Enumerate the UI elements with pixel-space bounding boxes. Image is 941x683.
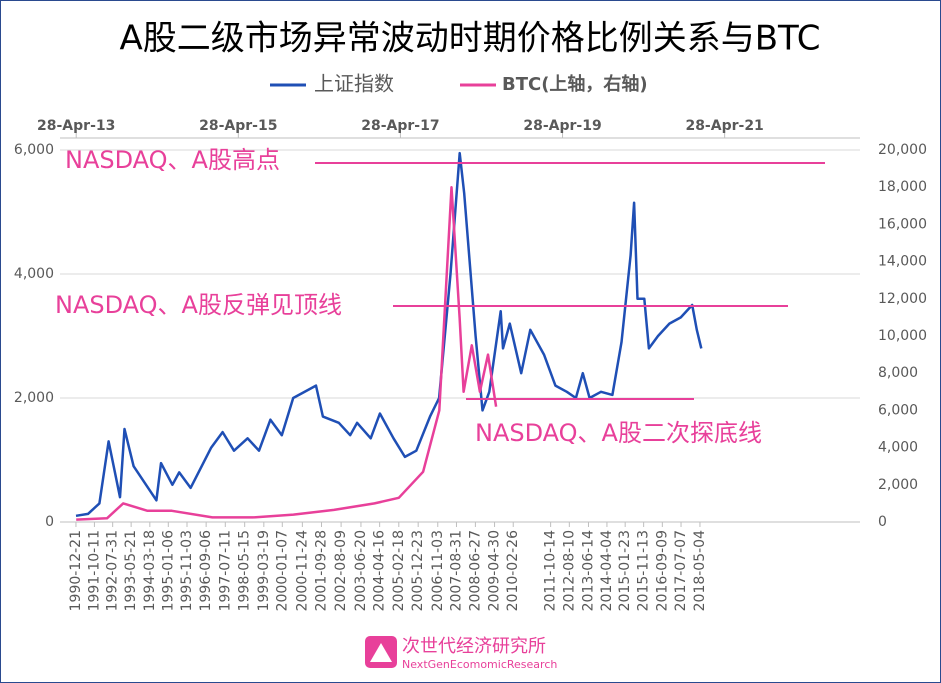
legend-label: BTC(上轴，右轴) — [502, 73, 648, 95]
y2-tick-label: 18,000 — [878, 179, 927, 195]
x-tick-label: 1999-03-19 — [256, 530, 272, 611]
y-tick-label: 0 — [45, 514, 54, 530]
annotation: NASDAQ、A股反弹见顶线 — [55, 291, 342, 319]
x-tick-label: 1993-05-21 — [123, 530, 139, 611]
x-tick-label: 2007-08-31 — [448, 530, 464, 611]
y2-tick-label: 6,000 — [878, 402, 918, 418]
x-tick-label: 2005-02-18 — [391, 530, 407, 611]
y2-tick-label: 14,000 — [878, 254, 927, 270]
x2-tick-label: 28-Apr-19 — [523, 118, 601, 134]
x-tick-label: 2004-04-16 — [372, 530, 388, 611]
y2-tick-label: 10,000 — [878, 328, 927, 344]
logo: 次世代经济研究所 NextGenEcomomicResearch — [365, 636, 557, 671]
series-line — [76, 185, 498, 521]
x-tick-label: 2000-11-24 — [294, 530, 310, 611]
x-tick-label: 2005-12-23 — [410, 530, 426, 611]
logo-triangle — [370, 643, 392, 662]
x-tick-label: 1998-05-15 — [237, 530, 253, 611]
annotation: NASDAQ、A股二次探底线 — [475, 419, 762, 447]
footer-name: 次世代经济研究所 — [402, 636, 546, 657]
footer-subtitle: NextGenEcomomicResearch — [402, 658, 557, 671]
x2-tick-label: 28-Apr-21 — [685, 118, 763, 134]
y2-tick-label: 0 — [878, 514, 887, 530]
x-tick-label: 2008-06-27 — [467, 530, 483, 611]
x-tick-label: 2011-10-14 — [543, 530, 559, 611]
x-tick-label: 2014-04-04 — [599, 530, 615, 611]
y-tick-label: 2,000 — [14, 390, 54, 406]
x-tick-label: 1997-07-11 — [217, 530, 233, 611]
x-tick-label: 1994-03-18 — [142, 530, 158, 611]
x-tick-label: 1992-07-31 — [105, 530, 121, 611]
x-tick-label: 1995-01-06 — [160, 530, 176, 611]
x-tick-label: 2006-11-03 — [430, 530, 446, 611]
y2-tick-label: 20,000 — [878, 142, 927, 158]
x-tick-label: 2017-07-07 — [673, 530, 689, 611]
x-tick-label: 2012-08-10 — [561, 530, 577, 611]
x-tick-label: 1995-11-03 — [179, 530, 195, 611]
x-tick-label: 1991-10-11 — [86, 530, 102, 611]
x-tick-label: 2003-06-20 — [353, 530, 369, 611]
y2-tick-label: 4,000 — [878, 440, 918, 456]
x2-tick-label: 28-Apr-15 — [199, 118, 277, 134]
legend: 上证指数 BTC(上轴，右轴) — [270, 72, 648, 96]
x-tick-label: 2015-11-13 — [636, 530, 652, 611]
annotation: NASDAQ、A股高点 — [65, 146, 280, 174]
x-tick-label: 2002-08-09 — [333, 530, 349, 611]
y2-tick-label: 16,000 — [878, 216, 927, 232]
x-tick-label: 2015-01-23 — [617, 530, 633, 611]
x-tick-label: 2018-05-04 — [692, 530, 708, 611]
x-tick-label: 2010-02-26 — [505, 530, 521, 611]
legend-label: 上证指数 — [314, 72, 394, 96]
x2-tick-label: 28-Apr-13 — [37, 118, 115, 134]
chart-title: A股二级市场异常波动时期价格比例关系与BTC — [119, 19, 820, 59]
x-tick-label: 1996-09-06 — [198, 530, 214, 611]
x-tick-label: 2016-09-09 — [654, 530, 670, 611]
y2-tick-label: 2,000 — [878, 477, 918, 493]
x-tick-label: 2001-09-28 — [313, 530, 329, 611]
y2-tick-label: 12,000 — [878, 291, 927, 307]
x-tick-label: 2013-06-14 — [580, 530, 596, 611]
y-tick-label: 6,000 — [14, 142, 54, 158]
x-tick-label: 2009-04-30 — [487, 530, 503, 611]
y2-tick-label: 8,000 — [878, 365, 918, 381]
y-tick-label: 4,000 — [14, 266, 54, 282]
x2-tick-label: 28-Apr-17 — [361, 118, 439, 134]
x-tick-label: 2000-01-07 — [274, 530, 290, 611]
x-tick-label: 1990-12-21 — [68, 530, 84, 611]
